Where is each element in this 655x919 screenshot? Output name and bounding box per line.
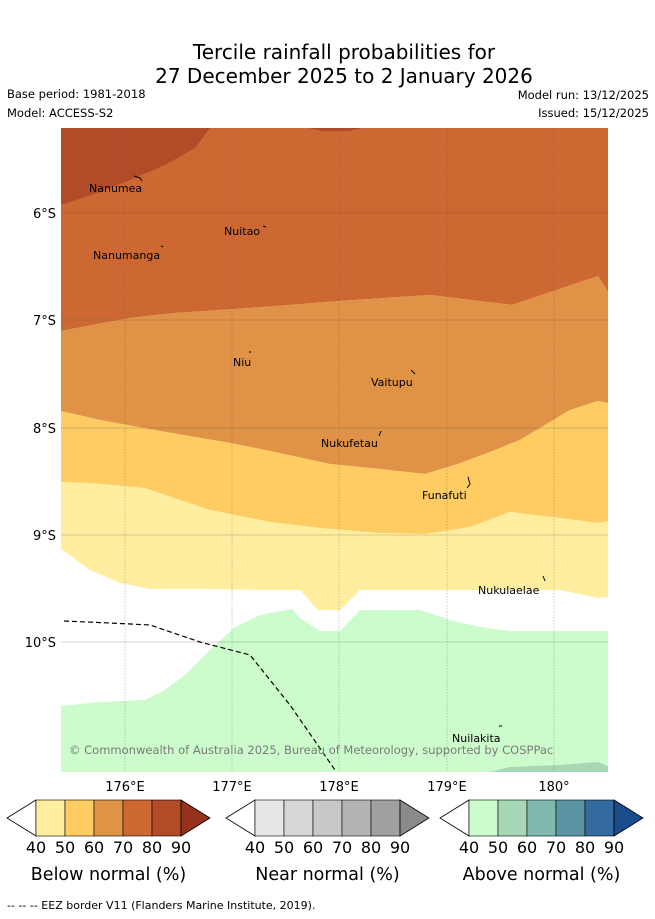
legend-above-over-arrow (613, 799, 644, 837)
legend-above-swatch-3 (526, 799, 557, 837)
legend-above-swatch-5 (584, 799, 615, 837)
legend-near-swatch-1 (254, 799, 285, 837)
legend-near-tick-80: 80 (361, 838, 381, 857)
legend-near-over-arrow (399, 799, 430, 837)
place-nukulaelae: Nukulaelae (478, 584, 540, 597)
legend-above-swatch-4 (555, 799, 586, 837)
issued-date: Issued: 15/12/2025 (538, 106, 649, 120)
lat-label-6s: 6°S (33, 207, 56, 222)
lon-label-176e: 176°E (105, 780, 145, 795)
legend-below-tick-40: 40 (26, 838, 46, 857)
legend-above-tick-90: 90 (604, 838, 624, 857)
legend-near-swatch-4 (341, 799, 372, 837)
lat-label-8s: 8°S (33, 422, 56, 437)
legend-above-under-arrow (439, 799, 470, 837)
legend-above-tick-80: 80 (575, 838, 595, 857)
lon-label-180: 180° (538, 780, 569, 795)
island-mark-nanumanga (160, 245, 164, 248)
legend-below-tick-90: 90 (171, 838, 191, 857)
legend-near-tick-40: 40 (245, 838, 265, 857)
legend-below-tick-70: 70 (113, 838, 133, 857)
legend-below-tick-80: 80 (142, 838, 162, 857)
island-mark-nuitao (262, 225, 267, 228)
lon-label-177e: 177°E (212, 780, 252, 795)
island-mark-funafuti (466, 476, 471, 489)
legend-above-swatch-1 (468, 799, 499, 837)
legend-below-swatch-3 (93, 799, 124, 837)
lat-label-7s: 7°S (33, 314, 56, 329)
legend-below-swatch-4 (122, 799, 153, 837)
island-mark-nukulaelae (542, 575, 546, 582)
region-below-70-80 (61, 128, 608, 331)
legend-above-tick-50: 50 (488, 838, 508, 857)
model-run-date: Model run: 13/12/2025 (517, 88, 649, 102)
eez-footnote: -- -- -- EEZ border V11 (Flanders Marine… (7, 899, 316, 912)
eez-border (63, 620, 336, 771)
graticule (61, 128, 608, 772)
legend-below-label: Below normal (%) (31, 865, 186, 885)
region-above-50-60 (490, 762, 608, 772)
region-below-60-70 (61, 276, 608, 474)
place-nanumanga: Nanumanga (93, 249, 160, 262)
lon-label-179e: 179°E (427, 780, 467, 795)
legend-near-tick-70: 70 (332, 838, 352, 857)
legend-near-swatch-2 (283, 799, 314, 837)
legend-below-tick-60: 60 (84, 838, 104, 857)
legend-below-swatch-5 (151, 799, 182, 837)
lon-label-178e: 178°E (319, 780, 359, 795)
lat-label-9s: 9°S (33, 529, 56, 544)
title-line-2: 27 December 2025 to 2 January 2026 (155, 64, 533, 88)
region-below-50-60 (61, 401, 608, 534)
legend-below-under-arrow (6, 799, 37, 837)
region-below-80-90-nw (61, 128, 210, 205)
legend-below-tick-50: 50 (55, 838, 75, 857)
place-nukufetau: Nukufetau (321, 437, 378, 450)
legend-above-swatch-2 (497, 799, 528, 837)
island-mark-nanumea (133, 175, 143, 182)
legend-near-swatch-5 (370, 799, 401, 837)
legend-above-label: Above normal (%) (463, 865, 621, 885)
legend-below: 40 50 60 70 80 90 Below normal (%) (6, 799, 211, 885)
place-nuilakita: Nuilakita (452, 732, 501, 745)
title-line-1: Tercile rainfall probabilities for (192, 40, 496, 64)
legend-near-label: Near normal (%) (255, 865, 400, 885)
legend-below-swatch-1 (35, 799, 66, 837)
place-niu: Niu (233, 356, 251, 369)
island-mark-nukufetau (378, 430, 382, 437)
legend-near-tick-60: 60 (303, 838, 323, 857)
place-funafuti: Funafuti (422, 489, 467, 502)
place-nanumea: Nanumea (89, 182, 142, 195)
place-vaitupu: Vaitupu (371, 376, 413, 389)
legend-above-tick-40: 40 (459, 838, 479, 857)
model-name: Model: ACCESS-S2 (7, 106, 114, 120)
region-below-40-50 (61, 482, 608, 598)
copyright-notice: © Commonwealth of Australia 2025, Bureau… (69, 743, 553, 757)
region-near-notch (300, 590, 360, 610)
legend-near-under-arrow (225, 799, 256, 837)
legend-below-swatch-2 (64, 799, 95, 837)
place-nuitao: Nuitao (224, 225, 260, 238)
legend-near-tick-50: 50 (274, 838, 294, 857)
legend-above: 40 50 60 70 80 90 Above normal (%) (439, 799, 644, 885)
region-below-80-90-n (308, 128, 362, 131)
legend-above-tick-70: 70 (546, 838, 566, 857)
legend-below-over-arrow (180, 799, 211, 837)
legend-near: 40 50 60 70 80 90 Near normal (%) (225, 799, 430, 885)
lat-label-10s: 10°S (25, 636, 56, 651)
region-above-40-50 (61, 609, 608, 772)
island-mark-vaitupu (410, 369, 416, 375)
base-period: Base period: 1981-2018 (7, 87, 146, 101)
legend-above-tick-60: 60 (517, 838, 537, 857)
colour-legends: 40 50 60 70 80 90 Below normal (%) 40 50 60 70 80 90… (6, 799, 644, 885)
map-area: Nanumea Nuitao Nanumanga Niu Vaitupu Nuk… (61, 128, 608, 772)
legend-near-swatch-3 (312, 799, 343, 837)
legend-near-tick-90: 90 (390, 838, 410, 857)
